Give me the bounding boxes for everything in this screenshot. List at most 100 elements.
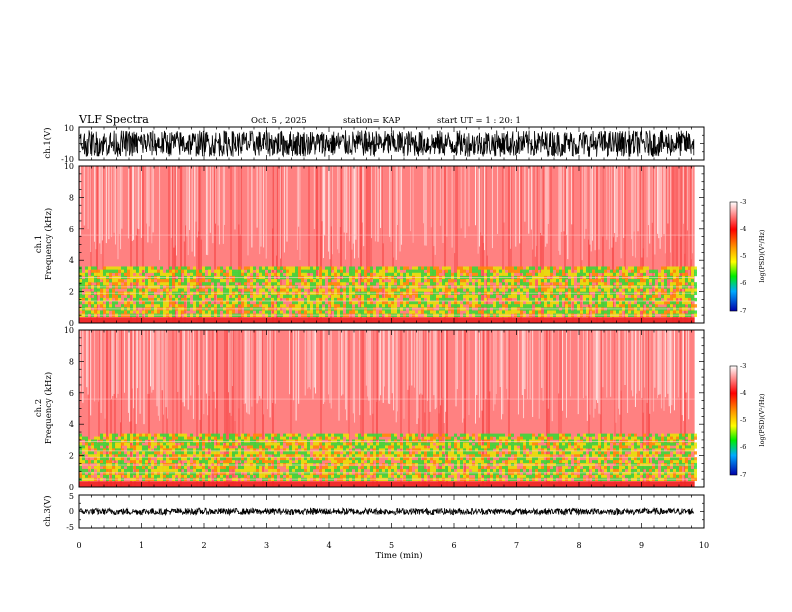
ch1-spec-band-cell [487,310,490,314]
ch1-spec-band-cell [481,282,484,286]
ch2-spec-band-cell [442,448,445,452]
ch1-spec-band-cell [130,279,133,283]
ch2-spec-band-cell [217,460,220,464]
ch2-spec-band-cell [469,436,472,440]
ch1-spec-band-cell [217,294,220,299]
ch1-spec-band-cell [643,310,646,314]
ch2-spec-band-cell [598,433,601,437]
ch1-spec-band-cell [481,310,484,314]
ch1-spec-band-cell [346,297,349,302]
ch1-spec-band-cell [589,288,592,292]
ch2-spec-band-cell [193,448,196,452]
ch1-spec-band-cell [238,301,241,305]
ch2-spec-band-cell [184,448,187,452]
ch2-spec-band-cell [364,451,367,455]
ch2-spec-band-cell [235,454,238,458]
ch1-spec-band-cell [343,288,346,292]
ch2-spec-band-cell [658,457,661,461]
ch2-spec-band-cell [142,460,145,464]
ch2-spec-band-cell [286,448,289,452]
ch1-spec-band-cell [589,294,592,299]
ch1-spec-band-cell [370,282,373,286]
ch1-spec-band-cell [232,304,235,308]
ch1-spec-band-cell [607,266,610,270]
ch1-spec-band-cell [370,304,373,308]
ch1-spec-band-cell [406,269,409,274]
ch2-spec-band-cell [328,454,331,458]
ch2-spec-band-cell [331,454,334,458]
ch1-spec-band-cell [667,301,670,305]
ch1-spec-band-cell [664,301,667,305]
ch2-spec-band-cell [205,436,208,440]
ch2-spec-band-cell [370,445,373,449]
ch2-spec-band-cell [313,436,316,440]
ch1-spec-band-cell [454,304,457,308]
ch2-spec-band-cell [313,442,316,446]
ch1-spec-band-cell [313,304,316,308]
ch2-spec-band-cell [109,448,112,452]
ch2-spec-band-cell [652,457,655,461]
ch1-spec-band-cell [439,297,442,302]
ch2-spec-band-cell [502,442,505,446]
ch2-spec-band-cell [352,457,355,461]
ch1-spec-band-cell [427,288,430,292]
ch2-spec-band-cell [238,448,241,452]
ch2-spec-band-cell [556,445,559,449]
ch1-spec-band-cell [139,266,142,270]
ch1-spec-band-cell [316,301,319,305]
ch1-spec-band-cell [448,279,451,283]
ch1-spec-band-cell [460,288,463,292]
ch1-spec-band-cell [247,288,250,292]
ch2-spec-band-cell [484,433,487,437]
ch1-spec-band-cell [616,294,619,299]
ch2-spec-band-cell [265,460,268,464]
ch1-spec-band-cell [145,282,148,286]
ch1-spec-band-cell [508,272,511,277]
ch2-spec-band-cell [172,433,175,437]
ch2-spec-band-cell [223,457,226,461]
ch2-spec-band-cell [463,433,466,437]
ch2-spec-band-cell [469,448,472,452]
ch2-spec-band-cell [568,448,571,452]
ch1-spec-band-cell [673,272,676,277]
ch1-spec-band-cell [112,310,115,314]
ch1-spec-band-cell [664,269,667,274]
ch2-spec-band-cell [541,433,544,437]
ch1-spec-band-cell [469,269,472,274]
ch1-spec-band-cell [250,310,253,314]
ch1-spec-band-cell [523,294,526,299]
ch2-spec-band-cell [442,442,445,446]
ch2-spec-band-cell [196,451,199,455]
ch2-spec-band-cell [571,451,574,455]
ch2-spec-band-cell [268,451,271,455]
ch1-spec-band-cell [532,297,535,302]
ch1-spec-band-cell [268,266,271,270]
ch2-spec-band-cell [334,433,337,437]
ch1-spec-band-cell [544,288,547,292]
ch1-spec-band-cell [394,279,397,283]
ch1-spec-band-cell [517,294,520,299]
ch2-spec-band-cell [532,445,535,449]
ch1-spec-band-cell [352,269,355,274]
ch1-spec-band-cell [487,288,490,292]
ch2-spec-band-cell [532,436,535,440]
ch1-spec-band-cell [625,272,628,277]
ch2-spec-band-cell [679,454,682,458]
ch1-spec-band-cell [400,272,403,277]
ch1-spec-band-cell [598,304,601,308]
ch1-spec-band-cell [139,269,142,274]
ch1-spec-band-cell [457,301,460,305]
ch2-spec-band-cell [268,442,271,446]
ch1-spec-band-cell [352,282,355,286]
ch1-spec-band-cell [529,279,532,283]
ch2-spec-band-cell [445,433,448,437]
ch2-spec-band-cell [250,448,253,452]
ch2-spec-band-cell [427,454,430,458]
ch2-spec-band-cell [673,442,676,446]
ch2-spec-band-cell [568,451,571,455]
ch1-spec-ytick-label-8: 8 [69,193,74,202]
ch1-spec-band-cell [256,310,259,314]
ch2-spec-band-cell [403,442,406,446]
ch1-spec-band-cell [241,269,244,274]
ch2-spec-band-cell [244,451,247,455]
